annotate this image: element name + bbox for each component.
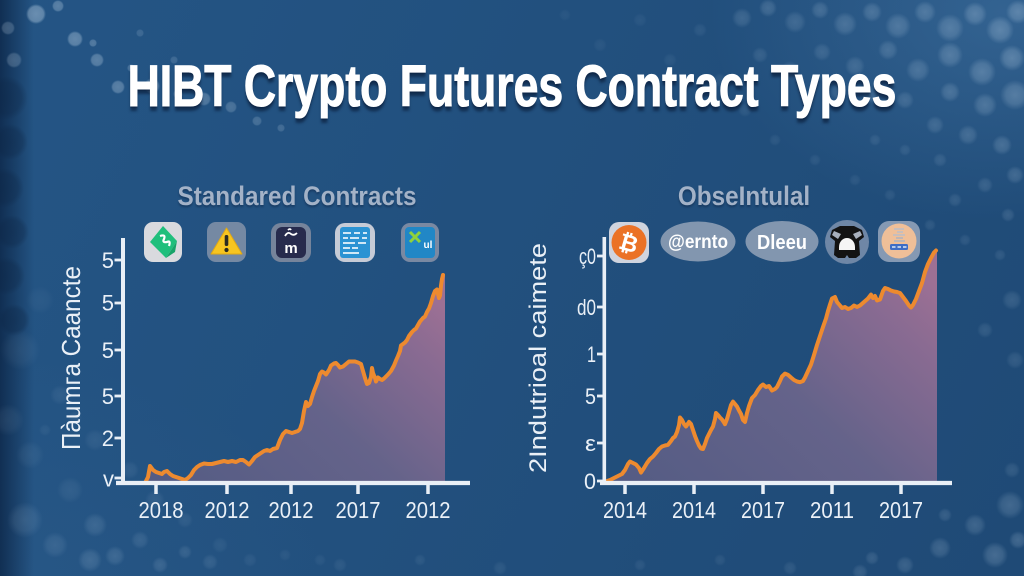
svg-text:5: 5 [102,338,114,363]
svg-text:2012: 2012 [406,497,451,523]
svg-text:ç0: ç0 [579,244,596,269]
svg-text:2017: 2017 [879,497,923,523]
svg-text:1: 1 [587,342,596,367]
svg-text:m: m [284,240,297,257]
svg-text:2017: 2017 [336,497,381,523]
svg-text:2018: 2018 [139,497,184,523]
svg-text:2: 2 [102,426,114,451]
svg-text:Пàumгa Caancte: Пàumгa Caancte [56,266,86,450]
svg-text:2Indutrioal caimete: 2Indutrioal caimete [525,243,552,473]
svg-text:v: v [103,467,114,492]
svg-text:5: 5 [102,384,114,409]
svg-text:2011: 2011 [810,497,854,523]
svg-text:@ernto: @ernto [668,232,728,253]
svg-text:ε: ε [585,431,596,456]
svg-text:2014: 2014 [603,497,647,523]
svg-text:ul: ul [424,240,433,251]
svg-text:2012: 2012 [205,497,250,523]
svg-text:2012: 2012 [269,497,314,523]
svg-text:5: 5 [102,291,114,316]
svg-text:5: 5 [585,384,596,409]
svg-text:Dleeu: Dleeu [757,232,807,254]
svg-text:5: 5 [102,248,114,273]
svg-text:2014: 2014 [672,497,716,523]
svg-text:2017: 2017 [741,497,785,523]
svg-text:d0: d0 [577,295,596,320]
svg-text:0: 0 [584,469,596,494]
